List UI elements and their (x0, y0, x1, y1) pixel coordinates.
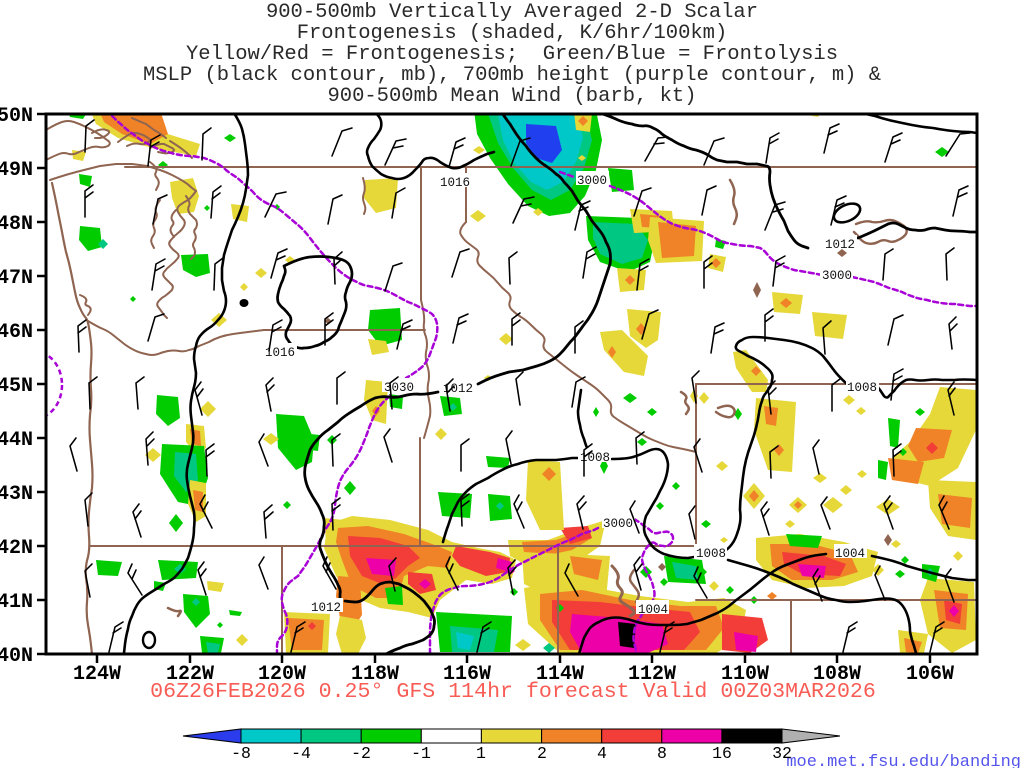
svg-text:110W: 110W (721, 663, 769, 686)
svg-text:-2: -2 (351, 744, 371, 763)
svg-text:moe.met.fsu.edu/banding: moe.met.fsu.edu/banding (786, 753, 1021, 768)
svg-text:116W: 116W (443, 663, 491, 686)
svg-text:1008: 1008 (696, 547, 726, 561)
svg-text:124W: 124W (73, 663, 121, 686)
svg-text:49N: 49N (0, 159, 33, 182)
svg-text:1008: 1008 (847, 381, 877, 395)
svg-text:900-500mb Vertically Averaged: 900-500mb Vertically Averaged 2-D Scalar (266, 1, 758, 24)
svg-text:3000: 3000 (822, 269, 852, 283)
svg-text:40N: 40N (0, 645, 33, 668)
svg-text:1004: 1004 (835, 547, 865, 561)
svg-text:118W: 118W (351, 663, 399, 686)
svg-text:1012: 1012 (443, 382, 473, 396)
svg-text:43N: 43N (0, 483, 33, 506)
svg-text:8: 8 (657, 744, 667, 763)
svg-text:112W: 112W (628, 663, 676, 686)
svg-text:122W: 122W (166, 663, 214, 686)
svg-text:-8: -8 (231, 744, 251, 763)
svg-text:1016: 1016 (440, 176, 470, 190)
svg-text:48N: 48N (0, 213, 33, 236)
svg-text:46N: 46N (0, 321, 33, 344)
svg-text:42N: 42N (0, 537, 33, 560)
svg-text:47N: 47N (0, 267, 33, 290)
svg-text:1004: 1004 (638, 603, 668, 617)
svg-text:3030: 3030 (384, 381, 414, 395)
svg-text:06Z26FEB2026 0.25° GFS 114hr f: 06Z26FEB2026 0.25° GFS 114hr forecast Va… (150, 680, 876, 704)
svg-text:41N: 41N (0, 591, 33, 614)
svg-text:114W: 114W (536, 663, 584, 686)
svg-text:-4: -4 (291, 744, 311, 763)
svg-text:4: 4 (597, 744, 607, 763)
svg-text:1012: 1012 (311, 601, 341, 615)
svg-text:1016: 1016 (265, 346, 295, 360)
svg-text:2: 2 (537, 744, 547, 763)
svg-text:106W: 106W (906, 663, 954, 686)
svg-text:32: 32 (772, 744, 792, 763)
svg-text:44N: 44N (0, 429, 33, 452)
svg-text:108W: 108W (813, 663, 861, 686)
svg-text:900-500mb Mean Wind (barb, kt): 900-500mb Mean Wind (barb, kt) (327, 85, 696, 108)
svg-text:45N: 45N (0, 375, 33, 398)
svg-text:120W: 120W (258, 663, 306, 686)
svg-text:50N: 50N (0, 105, 33, 128)
svg-text:1: 1 (476, 744, 486, 763)
svg-text:-1: -1 (411, 744, 431, 763)
svg-text:MSLP (black contour, mb), 700m: MSLP (black contour, mb), 700mb height (… (143, 64, 881, 87)
svg-text:16: 16 (712, 744, 732, 763)
svg-text:3000: 3000 (577, 174, 607, 188)
svg-text:Frontogenesis (shaded, K/6hr/1: Frontogenesis (shaded, K/6hr/100km) (297, 22, 728, 45)
svg-text:1012: 1012 (825, 238, 855, 252)
svg-text:3000: 3000 (603, 517, 633, 531)
svg-text:Yellow/Red = Frontogenesis; G: Yellow/Red = Frontogenesis; Green/Blue =… (186, 43, 838, 66)
